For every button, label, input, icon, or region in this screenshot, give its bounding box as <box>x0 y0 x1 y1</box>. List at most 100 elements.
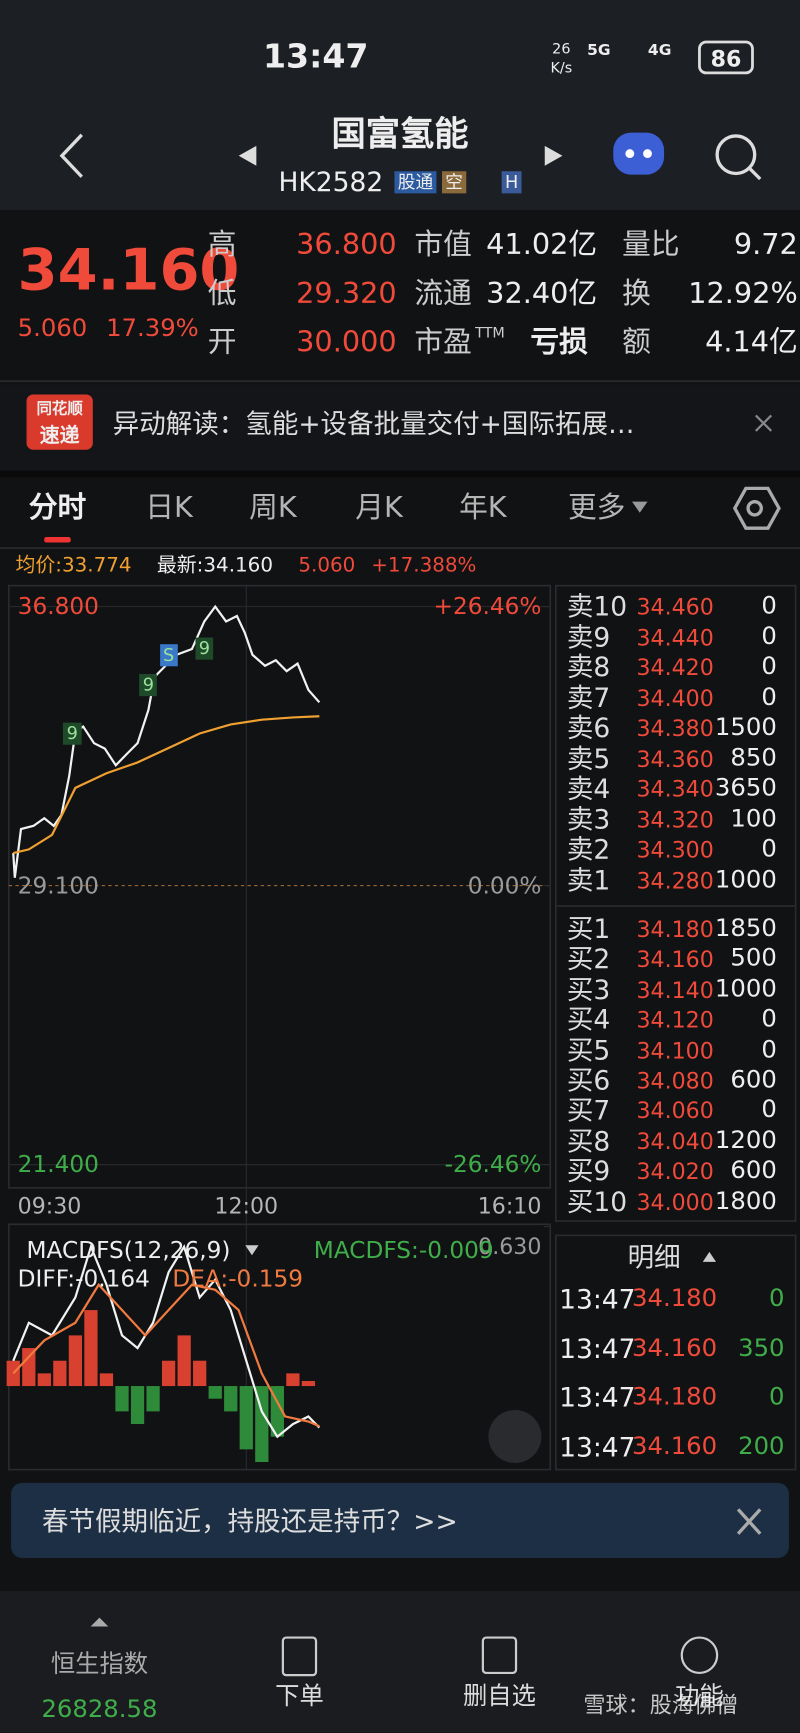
macd-frame <box>8 1223 552 1471</box>
macd-bar <box>208 1386 222 1399</box>
signal-label: 5G <box>587 41 611 60</box>
macdfs-value: MACDFS:-0.009 <box>313 1237 494 1264</box>
stat-label: 市盈 <box>414 325 472 360</box>
assistant-icon[interactable] <box>613 132 665 175</box>
chart-tab[interactable]: 分时 <box>28 491 87 525</box>
macd-bar <box>255 1386 269 1463</box>
settings-button[interactable] <box>732 486 781 530</box>
nav-item[interactable]: 下单 <box>275 1682 324 1711</box>
stat-label: 高 <box>207 228 237 262</box>
stat-label: 流通 <box>414 277 472 311</box>
y-tick-label: 21.400 <box>17 1150 99 1178</box>
chart-tab[interactable]: 月K <box>355 491 403 525</box>
order-price: 34.040 <box>636 1127 714 1155</box>
indicator-name[interactable]: MACDFS(12,26,9) <box>26 1237 231 1264</box>
promo-close[interactable] <box>736 1508 762 1535</box>
macd-bar <box>37 1373 51 1387</box>
order-volume: 600 <box>730 1066 777 1094</box>
news-close[interactable] <box>755 414 773 432</box>
order-icon[interactable] <box>281 1636 318 1677</box>
back-button[interactable] <box>59 133 83 178</box>
promo-text[interactable]: 春节假期临近，持股还是持币？>> <box>41 1506 458 1538</box>
nav-item[interactable]: 功能 <box>675 1682 724 1711</box>
stat-label: 额 <box>622 325 651 360</box>
settings-dot <box>746 499 763 517</box>
nav-item[interactable]: 删自选 <box>462 1682 536 1711</box>
order-price: 34.360 <box>636 745 714 773</box>
nav-arrow <box>90 1617 109 1627</box>
order-volume: 1800 <box>714 1187 777 1216</box>
news-bg <box>0 384 800 471</box>
order-price: 34.440 <box>636 623 714 651</box>
order-volume: 0 <box>761 622 777 651</box>
chart-tab[interactable]: 日K <box>145 491 193 525</box>
order-level: 卖2 <box>566 834 611 866</box>
chart-tab[interactable]: 更多 <box>567 491 626 525</box>
y-tick-label: 29.100 <box>17 871 99 899</box>
news-headline[interactable]: 异动解读：氢能+设备批量交付+国际拓展… <box>112 408 635 440</box>
price-change-pct: 17.39% <box>106 314 199 343</box>
tick-price: 34.180 <box>632 1383 718 1412</box>
chart-tab[interactable]: 年K <box>459 491 507 525</box>
remove-icon[interactable] <box>481 1636 518 1675</box>
stock-code: HK2582 <box>278 166 384 198</box>
order-volume: 600 <box>730 1157 777 1185</box>
expand-button[interactable] <box>488 1409 542 1463</box>
order-volume: 0 <box>761 1096 777 1125</box>
order-price: 34.160 <box>636 946 714 973</box>
stat-label: 换 <box>622 277 651 311</box>
stat-value: 亏损 <box>530 325 588 360</box>
index-name[interactable]: 恒生指数 <box>50 1650 149 1679</box>
order-level: 卖1 <box>566 865 611 897</box>
chart-tab[interactable]: 周K <box>249 491 297 525</box>
ticks-frame <box>554 1234 797 1471</box>
order-price: 34.400 <box>636 684 714 712</box>
order-book-frame <box>554 584 797 1222</box>
search-button[interactable] <box>715 134 757 176</box>
stat-label: 低 <box>207 277 237 311</box>
order-volume: 0 <box>761 1036 777 1064</box>
y2-tick-label: +26.46% <box>433 592 542 620</box>
stat-label: 开 <box>207 325 237 360</box>
order-price: 34.180 <box>636 916 714 943</box>
order-level: 卖4 <box>566 773 611 805</box>
next-stock[interactable] <box>544 145 563 166</box>
macd-bar <box>84 1310 98 1387</box>
tick-volume: 350 <box>738 1334 785 1363</box>
order-volume: 1000 <box>714 866 777 894</box>
macd-line <box>12 1282 320 1428</box>
dea-value: DEA:-0.159 <box>172 1265 304 1293</box>
function-icon[interactable] <box>680 1636 719 1675</box>
tick-time: 13:47 <box>559 1432 636 1464</box>
tick-time: 13:47 <box>559 1333 636 1365</box>
tab-indicator <box>44 537 71 543</box>
tick-time: 13:47 <box>559 1283 636 1315</box>
order-level: 卖5 <box>566 743 611 775</box>
stat-value: 36.800 <box>296 228 397 262</box>
tick-price: 34.160 <box>632 1433 718 1461</box>
ticks-sort <box>702 1251 717 1262</box>
order-price: 34.120 <box>636 1006 714 1034</box>
order-level: 买9 <box>566 1156 611 1187</box>
stat-value: 12.92% <box>688 277 798 311</box>
order-price: 34.080 <box>636 1067 714 1094</box>
header-arrows <box>26 132 665 1627</box>
stat-label: 市值 <box>414 228 472 262</box>
diff-value: DIFF:-0.164 <box>17 1265 150 1293</box>
macd-bar <box>270 1386 284 1437</box>
macd-bar <box>161 1360 176 1387</box>
prev-stock[interactable] <box>238 145 257 166</box>
battery-level: 86 <box>710 45 742 72</box>
promo-banner[interactable] <box>11 1482 789 1559</box>
order-volume: 500 <box>730 945 777 973</box>
order-volume: 3650 <box>714 774 777 803</box>
watermark: 雪球：股海佛僧 <box>583 1691 739 1719</box>
ticks-title[interactable]: 明细 <box>627 1241 681 1273</box>
price-change: 5.060 <box>17 314 88 343</box>
macd-bar <box>115 1386 129 1412</box>
y2-tick-label: 0.00% <box>467 871 542 899</box>
signal-badge: 9 <box>139 673 158 696</box>
frames <box>0 380 800 1471</box>
stock-badge: H <box>501 171 522 194</box>
